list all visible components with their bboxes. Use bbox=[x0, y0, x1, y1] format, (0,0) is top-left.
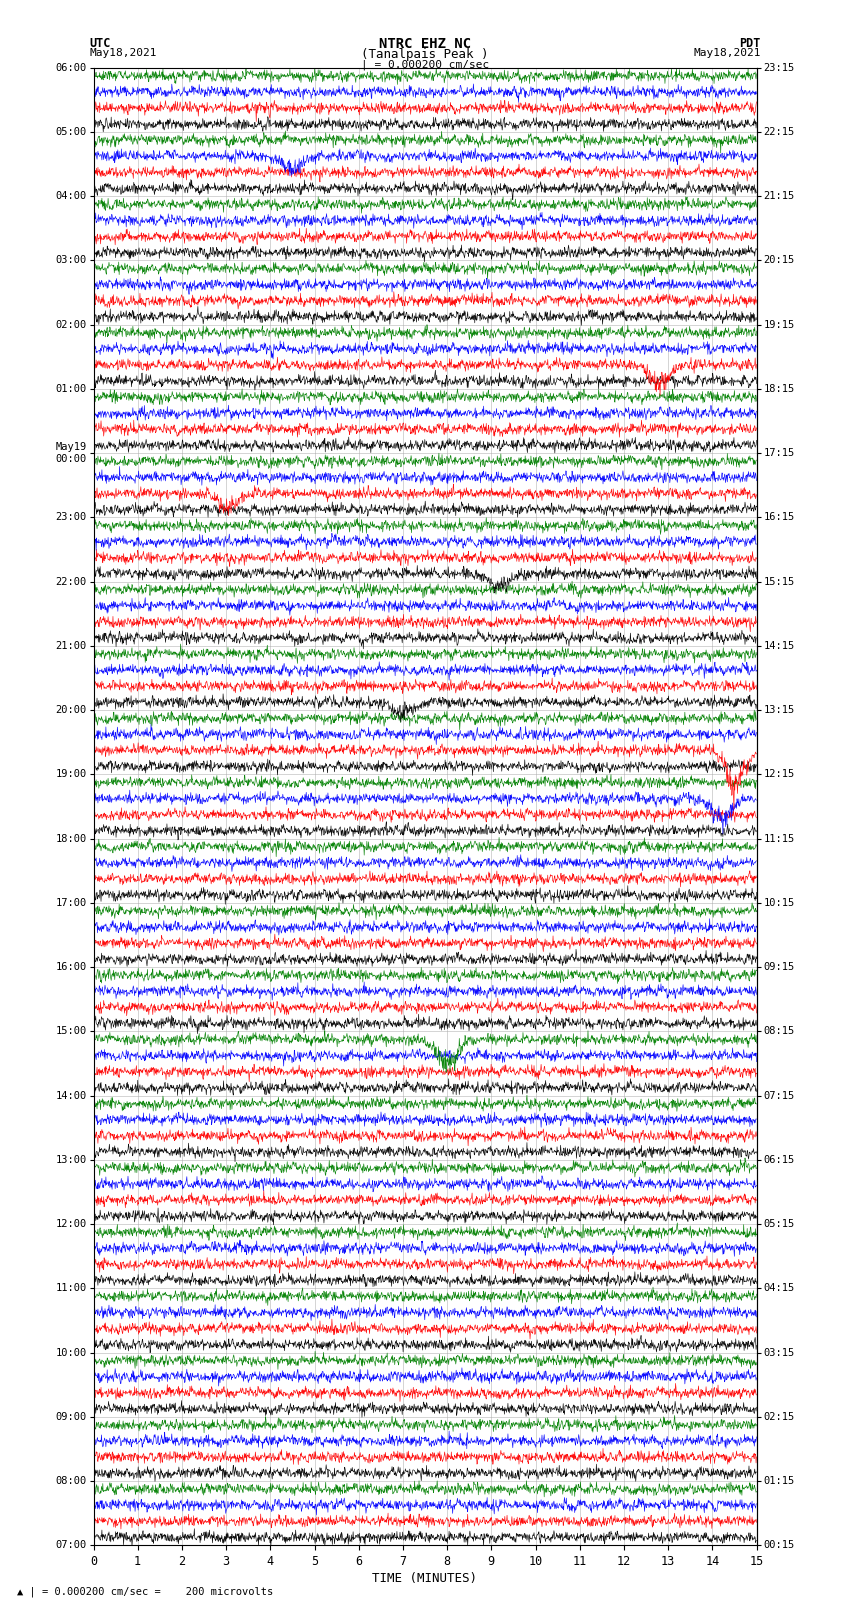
Text: UTC: UTC bbox=[89, 37, 110, 50]
Text: ▲ | = 0.000200 cm/sec =    200 microvolts: ▲ | = 0.000200 cm/sec = 200 microvolts bbox=[17, 1586, 273, 1597]
Text: NTRC EHZ NC: NTRC EHZ NC bbox=[379, 37, 471, 52]
Text: PDT: PDT bbox=[740, 37, 761, 50]
Text: May18,2021: May18,2021 bbox=[89, 48, 156, 58]
Text: | = 0.000200 cm/sec: | = 0.000200 cm/sec bbox=[361, 60, 489, 71]
X-axis label: TIME (MINUTES): TIME (MINUTES) bbox=[372, 1573, 478, 1586]
Text: May18,2021: May18,2021 bbox=[694, 48, 761, 58]
Text: (Tanalpais Peak ): (Tanalpais Peak ) bbox=[361, 48, 489, 61]
